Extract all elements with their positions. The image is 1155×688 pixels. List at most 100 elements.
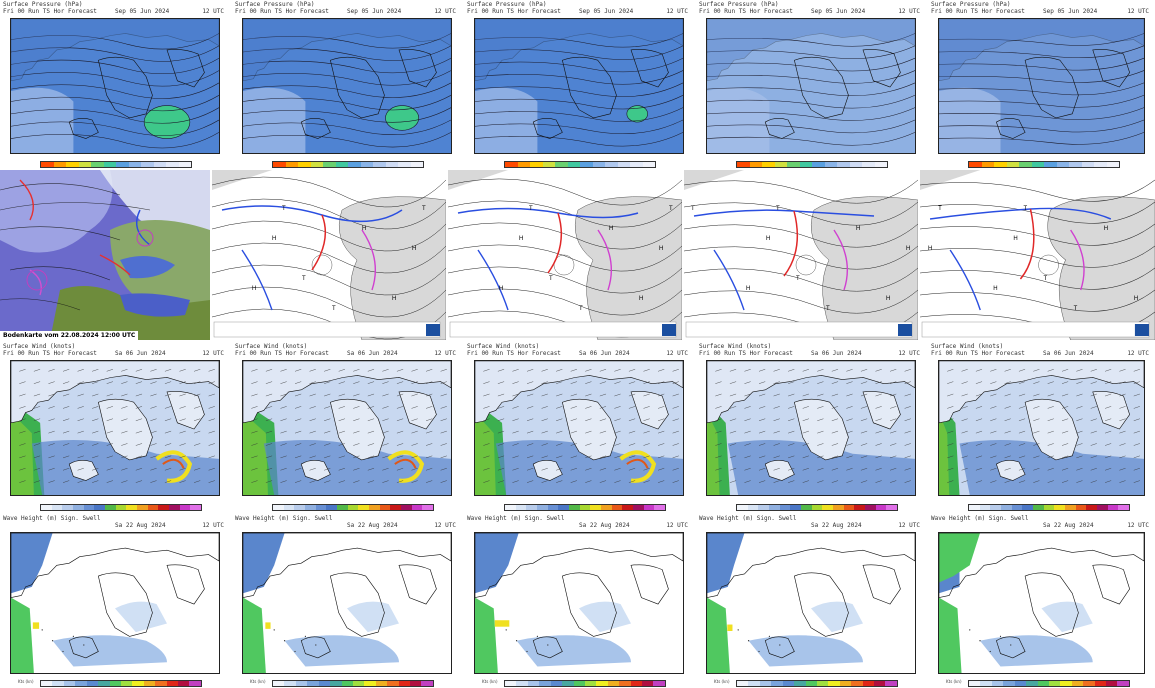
colorbar-swatch	[273, 681, 285, 686]
colorbar-swatch	[273, 162, 286, 167]
wind-panel-3[interactable]: Surface Wind (knots) Fri 00 Run TS Hor F…	[464, 342, 694, 512]
colorbar-swatch	[284, 681, 296, 686]
wind-panel-5[interactable]: Surface Wind (knots) Fri 00 Run TS Hor F…	[928, 342, 1155, 512]
pressure-panel-4[interactable]: Surface Pressure (hPa) Fri 00 Run TS Hor…	[696, 0, 926, 170]
colorbar-swatch	[41, 162, 54, 167]
pressure-panel-5[interactable]: Surface Pressure (hPa) Fri 00 Run TS Hor…	[928, 0, 1155, 170]
wave-panel-4[interactable]: Wave Height (m) Sign. Swell Sa 22 Aug 20…	[696, 514, 926, 688]
colorbar-swatch	[749, 162, 762, 167]
colorbar-swatch	[979, 505, 991, 510]
colorbar-swatch	[348, 162, 361, 167]
colorbar-swatch	[617, 162, 630, 167]
colorbar-swatch	[1022, 505, 1034, 510]
wave-panel-5[interactable]: Wave Height (m) Sign. Swell Sa 22 Aug 20…	[928, 514, 1155, 688]
panel-time: 12 UTC	[434, 8, 456, 15]
svg-text:T: T	[796, 276, 800, 282]
colorbar-swatch	[794, 681, 806, 686]
panel-time: 12 UTC	[1127, 350, 1149, 357]
svg-text:T: T	[938, 206, 942, 212]
colorbar-swatch	[555, 162, 568, 167]
svg-text:T: T	[669, 206, 673, 212]
svg-text:T: T	[422, 206, 426, 212]
colorbar-swatch	[769, 505, 780, 510]
colorbar-swatch	[116, 162, 129, 167]
colorbar-swatch	[285, 162, 298, 167]
colorbar-swatch	[748, 681, 760, 686]
colorbar-swatch	[83, 505, 95, 510]
wind-colorbar	[272, 504, 434, 511]
colorbar-swatch	[805, 681, 817, 686]
pressure-field	[475, 19, 683, 153]
pressure-panel-3[interactable]: Surface Pressure (hPa) Fri 00 Run TS Hor…	[464, 0, 694, 170]
pressure-panel-1[interactable]: Surface Pressure (hPa) Fri 00 Run TS Hor…	[0, 0, 230, 170]
colorbar-unit: Kts (kn)	[18, 679, 34, 684]
frontal-chart-4[interactable]: H T H H T H H T T	[920, 170, 1155, 340]
panel-date: Sa 06 Jun 2024	[579, 350, 630, 357]
wind-panel-1[interactable]: Surface Wind (knots) Fri 00 Run TS Hor F…	[0, 342, 230, 512]
colorbar-swatch	[542, 162, 555, 167]
satellite-composite-map[interactable]: Bodenkarte vom 22.08.2024 12:00 UTC	[0, 170, 210, 340]
pressure-panel-2[interactable]: Surface Pressure (hPa) Fri 00 Run TS Hor…	[232, 0, 462, 170]
wave-panel-2[interactable]: Wave Height (m) Sign. Swell Sa 22 Aug 20…	[232, 514, 462, 688]
wave-map	[938, 532, 1145, 674]
colorbar-swatch	[654, 505, 666, 510]
svg-text:H: H	[252, 286, 256, 292]
pressure-field	[11, 19, 219, 153]
panel-title: Surface Pressure (hPa)	[235, 1, 315, 8]
colorbar-swatch	[330, 681, 342, 686]
colorbar-swatch	[1094, 681, 1107, 686]
frontal-chart-2[interactable]: H T H H T H H T T	[448, 170, 682, 340]
colorbar-swatch	[1107, 505, 1119, 510]
colorbar-swatch	[190, 505, 202, 510]
colorbar-swatch	[1048, 681, 1061, 686]
svg-text:T: T	[282, 206, 286, 212]
colorbar-swatch	[379, 505, 391, 510]
panel-title: Wave Height (m) Sign. Swell	[3, 515, 101, 522]
colorbar-swatch	[323, 162, 336, 167]
colorbar-swatch	[822, 505, 834, 510]
frontal-chart-3[interactable]: H T H H T H H T T	[684, 170, 918, 340]
pressure-colorbar	[40, 161, 192, 168]
colorbar-swatch	[398, 162, 411, 167]
colorbar-swatch	[105, 505, 116, 510]
colorbar-swatch	[994, 162, 1007, 167]
frontal-chart-1[interactable]: H T H H T H H T T	[212, 170, 446, 340]
frontal-map: H T H H T H H T T	[920, 170, 1155, 340]
colorbar-swatch	[1006, 162, 1019, 167]
colorbar-swatch	[273, 505, 284, 510]
wind-panel-2[interactable]: Surface Wind (knots) Fri 00 Run TS Hor F…	[232, 342, 462, 512]
wave-row: Wave Height (m) Sign. Swell Sa 22 Aug 20…	[0, 514, 1155, 688]
wave-panel-1[interactable]: Wave Height (m) Sign. Swell Sa 22 Aug 20…	[0, 514, 230, 688]
panel-time: 12 UTC	[898, 522, 920, 529]
svg-text:H: H	[993, 286, 997, 292]
colorbar-swatch	[762, 162, 775, 167]
panel-date: Sep 05 Jun 2024	[811, 8, 866, 15]
colorbar-swatch	[66, 162, 79, 167]
wave-colorbar	[40, 680, 202, 687]
colorbar-swatch	[115, 505, 127, 510]
pressure-colorbar	[968, 161, 1120, 168]
colorbar-swatch	[816, 681, 829, 686]
wave-map	[10, 532, 220, 674]
svg-text:T: T	[826, 306, 830, 312]
colorbar-swatch	[642, 162, 655, 167]
colorbar-swatch	[653, 681, 665, 686]
colorbar-swatch	[411, 505, 423, 510]
colorbar-swatch	[137, 505, 148, 510]
colorbar-unit: Kts (kn)	[250, 679, 266, 684]
colorbar-swatch	[774, 162, 787, 167]
wave-panel-3[interactable]: Wave Height (m) Sign. Swell Sa 22 Aug 20…	[464, 514, 694, 688]
colorbar-swatch	[155, 681, 167, 686]
panel-time: 12 UTC	[1127, 8, 1149, 15]
colorbar-swatch	[759, 681, 772, 686]
colorbar-swatch	[990, 505, 1002, 510]
panel-date: Sa 06 Jun 2024	[1043, 350, 1094, 357]
colorbar-swatch	[86, 681, 99, 686]
frontal-map: H T H H T H H T T	[212, 170, 446, 340]
svg-text:T: T	[302, 276, 306, 282]
colorbar-swatch	[1086, 505, 1098, 510]
panel-title: Surface Pressure (hPa)	[699, 1, 779, 8]
pressure-row: Surface Pressure (hPa) Fri 00 Run TS Hor…	[0, 0, 1155, 170]
colorbar-swatch	[737, 162, 750, 167]
wind-panel-4[interactable]: Surface Wind (knots) Fri 00 Run TS Hor F…	[696, 342, 926, 512]
